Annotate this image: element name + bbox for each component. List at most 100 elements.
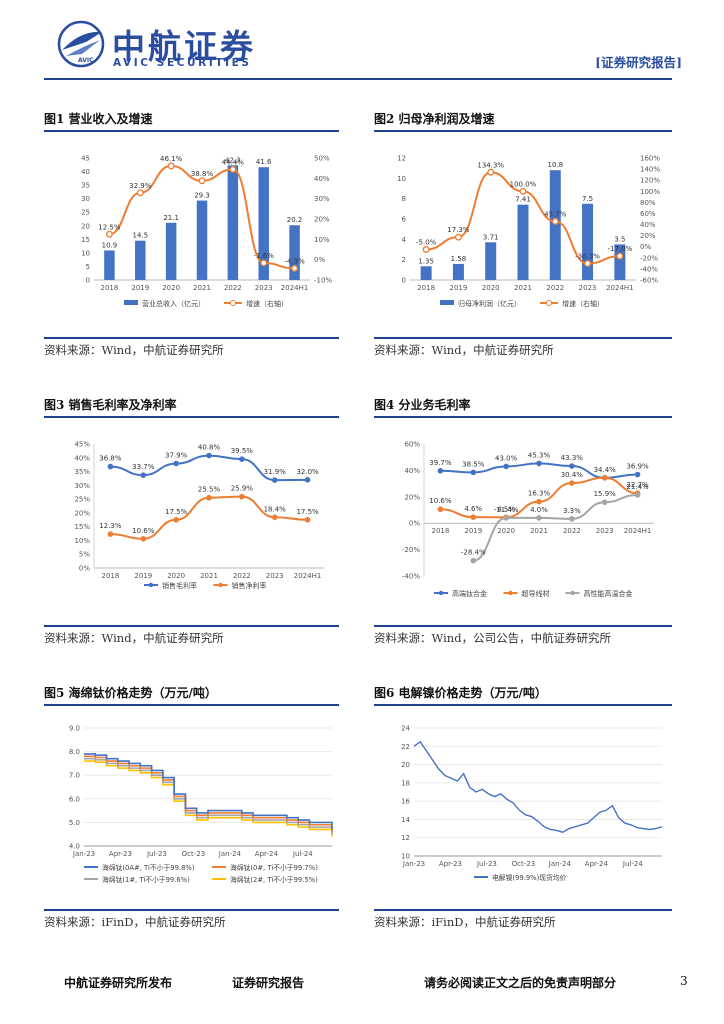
logo-emblem-icon: AVIC [57,20,105,68]
figure6-chart: 10 12 14 16 18 20 22 24 Jan-23 Apr-23 Jul-23 Oct-23… [401,725,663,882]
series-point [271,514,278,521]
figure4-chart: -40% -20% 0% 20% 40% 60% 2018 2019 2020 2021 2022 2… [402,441,654,598]
series-data-label: 10.6% [132,527,155,535]
left-axis-tick-label: 2 [402,256,406,264]
growth-point [454,233,462,241]
x-axis-tick-label: 2024H1 [294,572,322,580]
growth-point [487,168,495,176]
figure2-bottom-rule [374,337,672,339]
left-axis-tick-label: 4 [402,236,407,244]
bar-data-label: 14.5 [132,232,148,240]
series-point [536,515,542,521]
series-data-label: 18.4% [264,505,287,513]
legend-marker [570,590,575,596]
bar [452,263,464,280]
series-data-label: 38.5% [462,460,485,468]
right-axis-tick-label: 160% [640,155,660,163]
figure2-top-rule [374,130,672,132]
x-axis-tick-label: 2018 [101,284,119,292]
x-axis-tick-label: Apr-24 [585,860,609,868]
series-data-label: -28.4% [461,549,486,557]
series-data-label: 43.0% [495,454,518,462]
y-axis-tick-label: 10 [401,853,410,861]
x-axis-tick-label: Jul-24 [292,850,313,858]
left-axis-tick-label: 30 [81,195,90,203]
series-data-label: 39.7% [429,459,452,467]
series-point [536,498,542,505]
figure3-title: 图3 销售毛利率及净利率 [44,398,177,412]
footer-disclaimer: 请务必阅读正文之后的免责声明部分 [424,976,617,990]
growth-point [229,165,237,173]
bar [582,203,594,280]
growth-data-label: -5.0% [416,239,437,247]
y-axis-tick-label: 4.0 [69,843,80,851]
x-axis-tick-label: 2024H1 [281,284,309,292]
x-axis-tick-label: 2023 [266,572,284,580]
legend-bar-swatch [440,300,454,305]
series-point [271,477,278,483]
left-axis-tick-label: 8 [402,195,406,203]
figure1-title: 图1 营业收入及增速 [44,112,153,126]
series-data-label: 31.9% [264,468,287,476]
x-axis-tick-label: 2023 [596,527,614,535]
figure5-source: 资料来源：iFinD，中航证券研究所 [44,915,226,929]
y-axis-tick-label: 20 [401,761,410,769]
bar [517,204,529,280]
y-axis-tick-label: 12 [401,834,410,842]
x-axis-tick-label: Jan-24 [218,850,242,858]
figure1-chart: 0 5 10 15 20 25 30 35 40 45 -10% 0% 10% 20% 30% 40% 50% 1… [81,155,332,309]
y-axis-tick-label: 6.0 [69,795,80,803]
x-axis-tick-label: 2021 [193,284,211,292]
y-axis-tick-label: -40% [402,573,420,581]
right-axis-tick-label: 120% [640,177,660,185]
right-axis-tick-label: 140% [640,166,660,174]
right-axis-tick-label: -40% [640,265,658,273]
bar [549,170,561,280]
right-axis-tick-label: 40% [314,175,330,183]
figure6-source: 资料来源：iFinD，中航证券研究所 [374,915,556,929]
growth-point [136,189,144,197]
left-axis-tick-label: 0 [86,277,90,285]
y-axis-tick-label: 24 [401,725,410,733]
growth-point [584,260,592,267]
x-axis-tick-label: 2020 [167,572,185,580]
bar-data-label: 1.58 [451,255,467,263]
bar-data-label: 1.35 [418,257,434,265]
report-tag: [证券研究报告] [595,55,682,70]
figure1-bottom-rule [44,337,339,339]
growth-data-label: -4.3% [284,257,305,265]
series-data-label: 12.3% [99,522,122,530]
x-axis-tick-label: 2021 [200,572,218,580]
series-point [173,460,179,467]
y-axis-tick-label: 10% [74,537,90,545]
series-data-label: 4.0% [530,506,548,514]
x-axis-tick-label: Apr-24 [255,850,279,858]
figure4-bottom-rule [374,625,672,627]
series-data-label: 15.9% [594,490,617,498]
legend-line-marker [546,300,552,306]
series-point [206,452,212,459]
growth-data-label: -30.3% [575,253,600,261]
growth-point [167,162,175,170]
legend-label: 海绵钛(1#, Ti不小于99.6%) [102,875,190,884]
company-name-en: AVIC SECURITIES [113,57,252,69]
series-line [413,740,663,833]
bar-data-label: 10.9 [102,241,118,249]
bar-data-label: 41.6 [256,158,272,166]
legend-label: 高性能高温合金 [584,589,633,598]
legend-line-label: 增速（右轴） [562,299,604,308]
legend-label: 高端钛合金 [452,589,487,598]
y-axis-tick-label: 18 [401,779,410,787]
series-data-label: 25.9% [231,485,254,493]
footer-doc-type: 证券研究报告 [232,976,305,990]
series-data-label: 39.5% [231,447,254,455]
bar-data-label: 7.41 [515,196,531,204]
bar [258,167,269,280]
right-axis-tick-label: 0% [314,256,325,264]
legend-label: 超导线材 [522,589,550,598]
footer-publisher: 中航证券研究所发布 [64,976,173,990]
growth-data-label: 12.5% [98,223,121,231]
series-line [84,757,333,835]
figure2-title: 图2 归母净利润及增速 [374,112,495,126]
growth-point [198,177,206,185]
